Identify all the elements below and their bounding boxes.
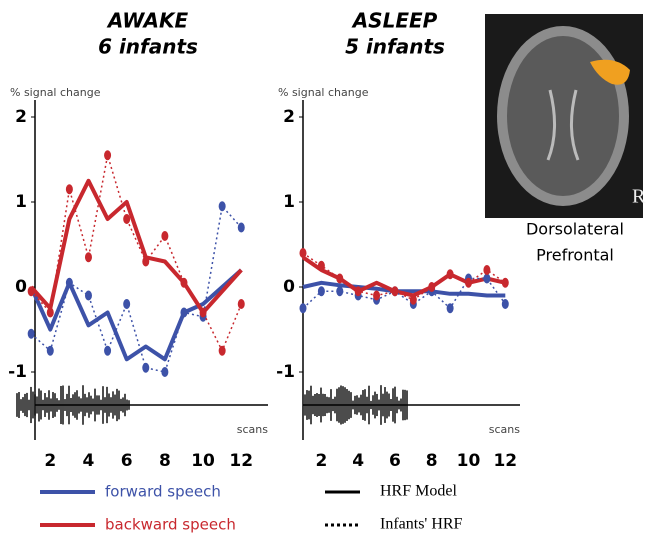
data-point — [65, 184, 73, 195]
y-axis-label: % signal change — [10, 86, 101, 99]
x-tick-label: 12 — [229, 451, 253, 471]
x-tick-label: 10 — [191, 451, 215, 471]
data-point — [299, 248, 307, 258]
x-tick-label: 2 — [44, 451, 56, 471]
data-point — [161, 231, 169, 241]
legend-label: Infants' HRF — [380, 516, 463, 533]
data-point — [237, 222, 245, 233]
data-point — [409, 294, 417, 305]
data-point — [483, 265, 491, 275]
chart-subtitle: 5 infants — [345, 35, 445, 59]
data-point — [336, 273, 344, 284]
data-point — [199, 307, 207, 318]
data-point — [483, 273, 491, 284]
data-point — [354, 286, 362, 297]
data-point — [218, 345, 226, 356]
x-tick-label: 12 — [493, 451, 517, 471]
data-point — [237, 299, 245, 309]
data-point — [46, 307, 54, 318]
data-point — [446, 303, 454, 314]
legend-label: forward speech — [105, 483, 221, 501]
data-point — [428, 282, 436, 292]
y-tick-label: 2 — [15, 107, 27, 127]
x-axis-label: scans — [237, 423, 268, 436]
data-point — [142, 256, 150, 267]
y-tick-label: 2 — [283, 107, 295, 127]
side-marker: R — [632, 186, 646, 208]
data-point — [336, 286, 344, 297]
data-point — [161, 367, 169, 377]
x-tick-label: 6 — [121, 451, 133, 471]
x-tick-label: 4 — [83, 451, 95, 471]
data-point — [180, 307, 188, 318]
x-axis-label: scans — [489, 423, 520, 436]
y-tick-label: 0 — [15, 277, 27, 297]
y-tick-label: 1 — [283, 192, 295, 212]
chart-title: ASLEEP — [351, 9, 438, 33]
data-point — [65, 277, 73, 288]
data-point — [218, 201, 226, 212]
data-point — [465, 277, 473, 288]
activation — [590, 59, 630, 85]
x-tick-label: 8 — [426, 451, 438, 471]
y-tick-label: 0 — [283, 277, 295, 297]
data-point — [104, 150, 112, 161]
data-point — [501, 277, 509, 288]
model-line — [29, 178, 243, 315]
caption: Dorsolateral — [526, 220, 624, 239]
data-point — [123, 214, 131, 224]
y-axis-label: % signal change — [278, 86, 369, 99]
data-point — [180, 277, 188, 288]
data-point — [104, 345, 112, 356]
legend-label: backward speech — [105, 516, 236, 534]
chart-subtitle: 6 infants — [98, 35, 198, 59]
legend-label: HRF Model — [380, 483, 457, 500]
y-tick-label: 1 — [15, 192, 27, 212]
x-tick-label: 10 — [457, 451, 481, 471]
data-point — [501, 299, 509, 309]
data-point — [27, 328, 35, 339]
infant-line — [30, 154, 242, 352]
data-point — [373, 290, 381, 301]
ventricles — [546, 89, 580, 161]
data-point — [391, 286, 399, 297]
data-point — [299, 303, 307, 314]
data-point — [84, 252, 92, 263]
data-point — [27, 286, 35, 297]
data-point — [446, 269, 454, 280]
data-point — [317, 260, 325, 271]
data-point — [46, 345, 54, 356]
data-point — [123, 299, 131, 309]
y-tick-label: -1 — [276, 362, 295, 382]
chart-title: AWAKE — [106, 9, 189, 33]
x-tick-label: 8 — [159, 451, 171, 471]
model-line — [302, 280, 506, 298]
caption: Prefrontal — [536, 246, 614, 265]
x-tick-label: 6 — [389, 451, 401, 471]
x-tick-label: 2 — [315, 451, 327, 471]
data-point — [317, 286, 325, 297]
brain-image: R Dorsolateral Prefrontal — [485, 14, 646, 265]
model-line — [29, 268, 243, 362]
data-point — [142, 362, 150, 373]
y-tick-label: -1 — [8, 362, 27, 382]
data-point — [84, 290, 92, 301]
infant-line — [30, 205, 242, 373]
brain-inner — [507, 36, 619, 196]
x-tick-label: 4 — [352, 451, 364, 471]
